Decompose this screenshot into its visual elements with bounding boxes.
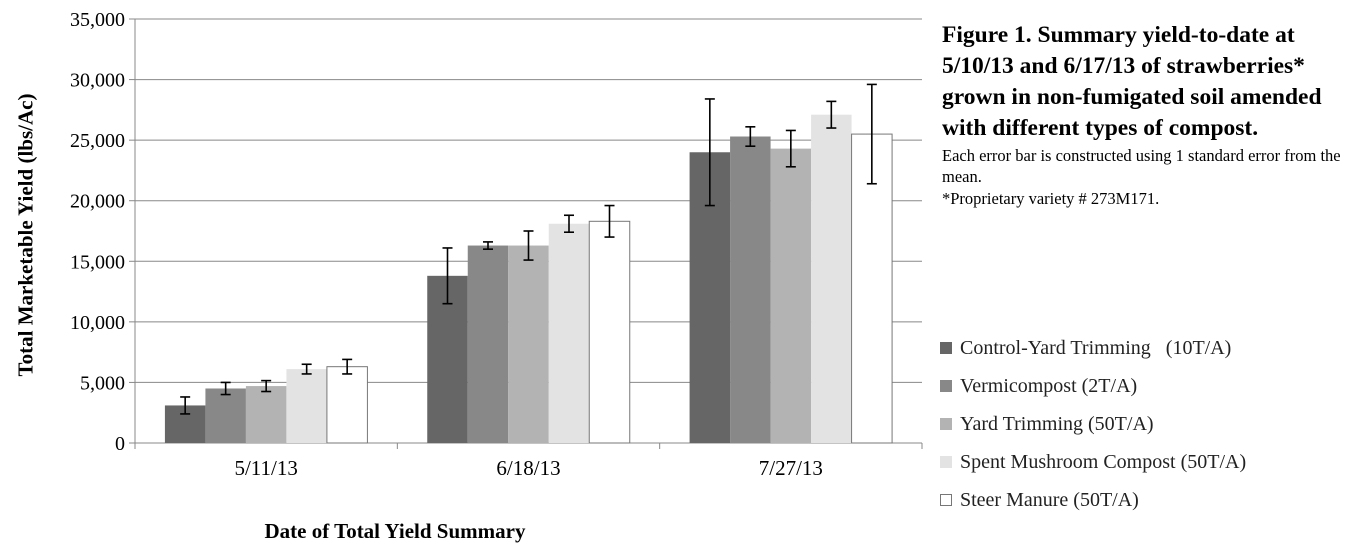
legend-swatch (940, 380, 952, 392)
legend-label: Steer Manure (50T/A) (960, 489, 1139, 511)
bar (467, 245, 509, 443)
x-axis-title: Date of Total Yield Summary (264, 519, 526, 543)
legend-swatch (940, 342, 952, 354)
legend-label: Spent Mushroom Compost (50T/A) (960, 451, 1247, 473)
x-tick-label: 6/18/13 (496, 456, 560, 480)
bar (245, 386, 287, 443)
legend-label: Control-Yard Trimming (10T/A) (960, 337, 1232, 359)
figure-caption: Figure 1. Summary yield-to-date at 5/10/… (942, 20, 1352, 209)
y-tick-label: 15,000 (70, 251, 125, 273)
y-tick-label: 10,000 (70, 312, 125, 334)
y-tick-label: 25,000 (70, 130, 125, 152)
y-tick-label: 20,000 (70, 191, 125, 213)
bar (326, 366, 368, 444)
bar (851, 133, 893, 444)
y-axis-title-box: Total Marketable Yield (lbs/Ac) (8, 10, 44, 460)
legend-swatch (940, 494, 952, 506)
bar (811, 114, 852, 444)
y-tick-label: 5,000 (80, 372, 125, 394)
caption-title: Figure 1. Summary yield-to-date at 5/10/… (942, 22, 1322, 141)
bar (548, 223, 590, 443)
bar (286, 369, 327, 443)
y-axis-title: Total Marketable Yield (lbs/Ac) (13, 93, 38, 377)
bar-chart: 0 5,000 10,000 15,000 20,000 25,000 30,000 35,0… (70, 9, 923, 480)
caption-note-line2: *Proprietary variety # 273M171. (942, 189, 1160, 208)
y-tick-label: 35,000 (70, 9, 125, 31)
y-tick-label: 0 (115, 433, 125, 455)
legend-label: Yard Trimming (50T/A) (960, 413, 1154, 435)
bar (730, 136, 771, 443)
x-tick-label: 5/11/13 (234, 456, 297, 480)
legend-swatch (940, 418, 952, 430)
bar (770, 148, 812, 443)
caption-note-line1: Each error bar is constructed using 1 st… (942, 146, 1341, 186)
bar (205, 388, 246, 443)
legend-swatch (940, 456, 952, 468)
legend-label: Vermicompost (2T/A) (960, 375, 1138, 397)
y-tick-label: 30,000 (70, 70, 125, 92)
bar (588, 220, 631, 444)
bar (508, 245, 549, 443)
x-tick-label: 7/27/13 (759, 456, 823, 480)
